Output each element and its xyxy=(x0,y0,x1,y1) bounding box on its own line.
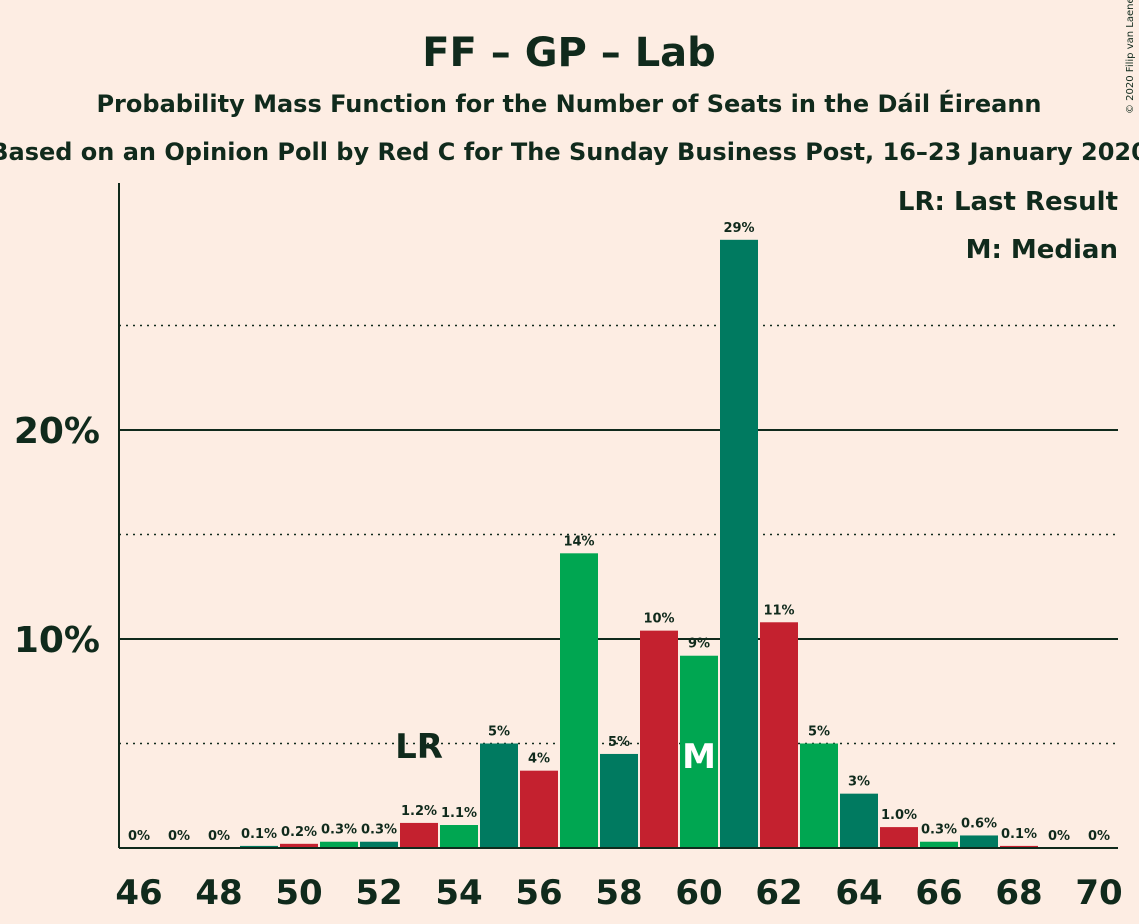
bar-49 xyxy=(240,845,278,848)
bar-label-62: 11% xyxy=(763,603,794,618)
bar-label-57: 14% xyxy=(563,534,594,549)
axes xyxy=(118,183,1118,849)
bar-label-52: 0.3% xyxy=(361,823,397,838)
x-tick-60: 60 xyxy=(675,873,722,913)
median-marker: M xyxy=(682,737,716,777)
bar-60 xyxy=(680,655,718,848)
bar-label-60: 9% xyxy=(688,637,710,652)
bar-label-64: 3% xyxy=(848,775,870,790)
bar-54 xyxy=(440,825,478,848)
bar-label-65: 1.0% xyxy=(881,808,917,823)
bar-label-53: 1.2% xyxy=(401,804,437,819)
bar-label-68: 0.1% xyxy=(1001,827,1037,842)
chart-subtitle: Probability Mass Function for the Number… xyxy=(96,89,1041,118)
bar-59 xyxy=(640,630,678,848)
bar-67 xyxy=(960,835,998,848)
bar-label-63: 5% xyxy=(808,725,830,740)
y-tick-20: 20% xyxy=(14,411,100,452)
bar-53 xyxy=(400,822,438,848)
bar-66 xyxy=(920,841,958,848)
x-tick-66: 66 xyxy=(915,873,962,913)
bar-51 xyxy=(320,841,358,848)
gridlines xyxy=(119,324,1118,745)
bar-61 xyxy=(720,239,758,848)
markers: LR M xyxy=(395,727,716,777)
bar-63 xyxy=(800,743,838,848)
bar-64 xyxy=(840,793,878,848)
x-tick-64: 64 xyxy=(835,873,882,913)
bar-label-61: 29% xyxy=(723,221,754,236)
bar-56 xyxy=(520,770,558,848)
x-tick-50: 50 xyxy=(275,873,322,913)
bar-label-51: 0.3% xyxy=(321,823,357,838)
bar-label-49: 0.1% xyxy=(241,827,277,842)
x-tick-68: 68 xyxy=(995,873,1042,913)
x-tick-46: 46 xyxy=(115,873,162,913)
bar-label-47: 0% xyxy=(168,829,190,844)
x-tick-62: 62 xyxy=(755,873,802,913)
bar-label-70: 0% xyxy=(1088,829,1110,844)
bar-label-54: 1.1% xyxy=(441,806,477,821)
bar-label-69: 0% xyxy=(1048,829,1070,844)
last-result-marker: LR xyxy=(395,727,443,767)
legend-median: M: Median xyxy=(966,235,1118,265)
bar-55 xyxy=(480,743,518,848)
bar-labels: 0% 0% 0% 0.1% 0.2% 0.3% 0.3% 1.2% 1.1% 5% 4% 14% 5% 1… xyxy=(128,221,1110,844)
bar-label-56: 4% xyxy=(528,752,550,767)
bar-65 xyxy=(880,827,918,848)
bars xyxy=(240,239,1038,848)
bar-58 xyxy=(600,753,638,848)
y-tick-10: 10% xyxy=(14,620,100,661)
bar-label-66: 0.3% xyxy=(921,823,957,838)
bar-label-59: 10% xyxy=(643,612,674,627)
copyright-notice: © 2020 Filip van Laenen xyxy=(1125,0,1136,114)
bar-52 xyxy=(360,841,398,848)
bar-68 xyxy=(1000,845,1038,848)
bar-label-67: 0.6% xyxy=(961,816,997,831)
x-tick-54: 54 xyxy=(435,873,482,913)
chart-title: FF – GP – Lab xyxy=(422,30,716,76)
x-tick-52: 52 xyxy=(355,873,402,913)
bar-62 xyxy=(760,622,798,848)
bar-label-50: 0.2% xyxy=(281,825,317,840)
bar-label-48: 0% xyxy=(208,829,230,844)
bar-label-46: 0% xyxy=(128,829,150,844)
bar-label-55: 5% xyxy=(488,725,510,740)
x-tick-70: 70 xyxy=(1075,873,1122,913)
y-tick-labels: 10% 20% xyxy=(14,411,100,661)
bar-57 xyxy=(560,553,598,848)
legend-last-result: LR: Last Result xyxy=(898,187,1118,217)
x-tick-labels: 46 48 50 52 54 56 58 60 62 64 66 68 70 xyxy=(115,873,1122,913)
chart-subtitle-poll: Based on an Opinion Poll by Red C for Th… xyxy=(0,138,1139,166)
x-tick-58: 58 xyxy=(595,873,642,913)
x-tick-48: 48 xyxy=(195,873,242,913)
x-tick-56: 56 xyxy=(515,873,562,913)
bar-label-58: 5% xyxy=(608,735,630,750)
bar-50 xyxy=(280,843,318,848)
